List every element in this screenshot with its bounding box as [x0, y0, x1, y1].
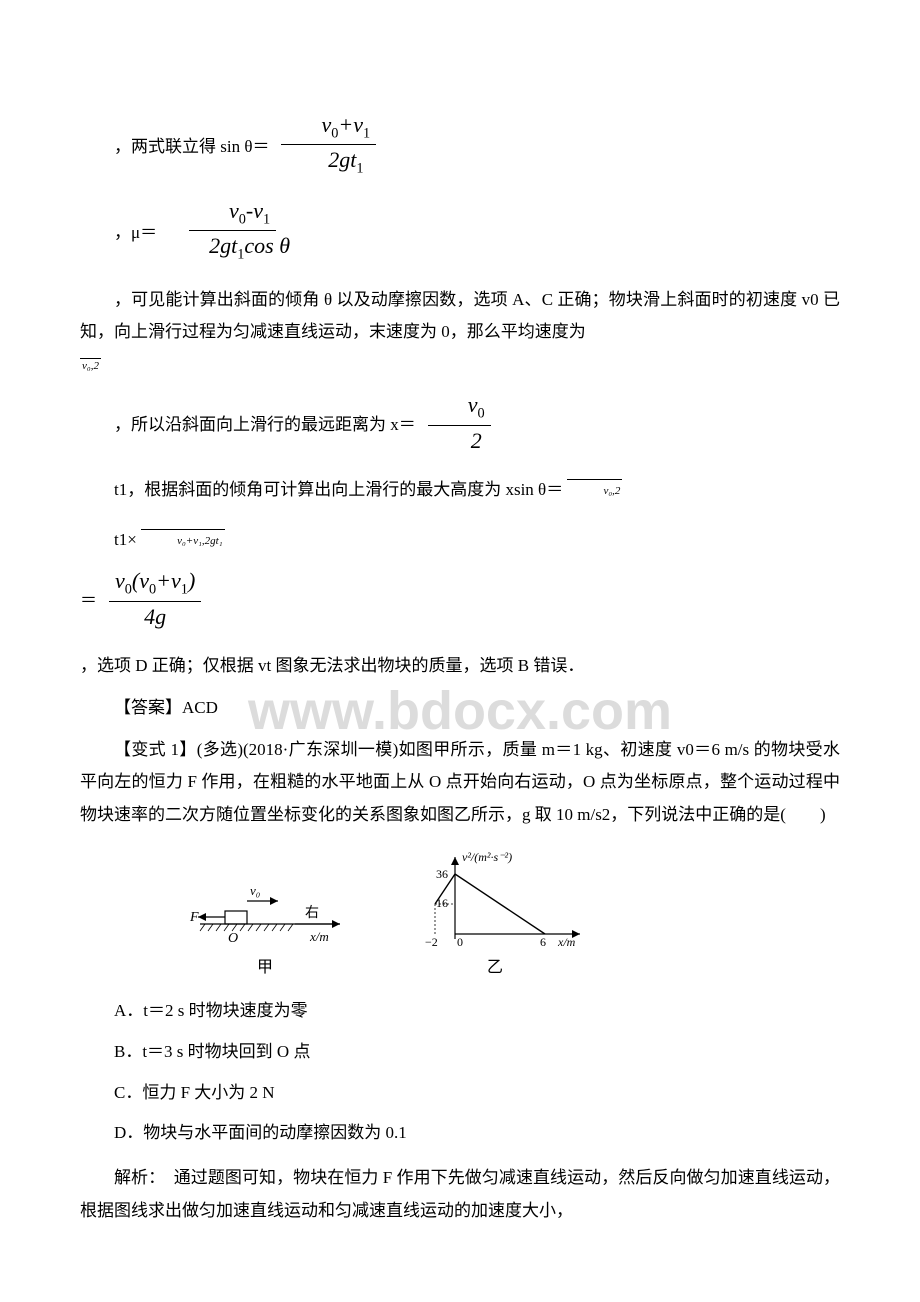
fig-F-label: F	[189, 910, 199, 925]
eq3-prefix: ，所以沿斜面向上滑行的最远距离为 x＝	[80, 410, 416, 435]
eq2-denominator: 2gt1cos θ	[169, 231, 296, 263]
fig-right-caption: 乙	[487, 953, 503, 977]
overline-3: v₀+v₁,2gt₁	[141, 529, 224, 553]
problem-label: 【变式 1】	[114, 740, 197, 759]
fig-xneg2: −2	[425, 935, 438, 949]
option-a: A．t＝2 s 时物块速度为零	[80, 991, 840, 1032]
fig-y36: 36	[436, 867, 448, 881]
problem-paragraph: 【变式 1】(多选)(2018·广东深圳一模)如图甲所示，质量 m＝1 kg、初…	[80, 734, 840, 831]
eq1-denominator: 2gt1	[288, 145, 369, 177]
fig-xm-label: x/m	[309, 929, 329, 944]
equation-3: ，所以沿斜面向上滑行的最远距离为 x＝ v0 2	[80, 392, 840, 453]
eq2-numerator: v0-v1	[189, 198, 276, 231]
eq2-fraction: v0-v1 2gt1cos θ	[169, 198, 296, 264]
para2-text: t1，根据斜面的倾角可计算出向上滑行的最大高度为 xsin θ＝	[114, 480, 563, 499]
figure-row: F v₀ O 右 x/m 甲 v²/(m²·s⁻²)	[180, 849, 840, 977]
equation-2: ，μ＝ v0-v1 2gt1cos θ	[80, 198, 840, 264]
option-c: C．恒力 F 大小为 2 N	[80, 1073, 840, 1114]
paragraph-1: ，可见能计算出斜面的倾角 θ 以及动摩擦因数，选项 A、C 正确；物块滑上斜面时…	[80, 284, 840, 349]
fig-v0-label: v₀	[250, 883, 260, 898]
eq3-fraction: v0 2	[428, 392, 491, 453]
figure-left: F v₀ O 右 x/m 甲	[180, 869, 350, 977]
paragraph-2: t1，根据斜面的倾角可计算出向上滑行的最大高度为 xsin θ＝ v₀,2	[80, 474, 840, 506]
eq1-fraction: v0+v1 2gt1	[281, 112, 376, 178]
fig-right-label: 右	[305, 905, 319, 921]
solution-paragraph: 解析： 通过题图可知，物块在恒力 F 作用下先做匀减速直线运动，然后反向做匀加速…	[80, 1162, 840, 1227]
figure-right: v²/(m²·s⁻²) 36 16 −2 0 6 x/m 乙	[400, 849, 590, 977]
overline-2: v₀,2	[567, 479, 622, 503]
answer-label: 【答案】	[114, 698, 182, 717]
figure-right-svg: v²/(m²·s⁻²) 36 16 −2 0 6 x/m	[400, 849, 590, 949]
overline-1: v₀,2	[80, 358, 101, 373]
equation-1: ，两式联立得 sin θ＝ v0+v1 2gt1	[80, 112, 840, 178]
option-d: D．物块与水平面间的动摩擦因数为 0.1	[80, 1113, 840, 1154]
fig-x6: 6	[540, 935, 546, 949]
para3-text: t1×	[114, 530, 137, 549]
answer-value: ACD	[182, 698, 218, 717]
fig-x-label: x/m	[557, 935, 576, 949]
fig-O-label: O	[228, 931, 238, 946]
eq3-numerator: v0	[428, 392, 491, 425]
eq4-fraction: v0(v0+v1) 4g	[109, 568, 201, 629]
paragraph-3: t1× v₀+v₁,2gt₁	[80, 524, 840, 556]
solution-text: 通过题图可知，物块在恒力 F 作用下先做匀减速直线运动，然后反向做匀加速直线运动…	[80, 1168, 840, 1219]
eq2-prefix: ，μ＝	[80, 218, 157, 243]
answer-row: 【答案】ACD	[80, 692, 840, 724]
document-content: ，两式联立得 sin θ＝ v0+v1 2gt1 ，μ＝ v0-v1 2gt1c…	[80, 112, 840, 1227]
eq4-denominator: 4g	[138, 602, 172, 630]
eq4-prefix: ＝	[80, 586, 97, 611]
eq1-numerator: v0+v1	[281, 112, 376, 145]
paragraph-4: ，选项 D 正确；仅根据 vt 图象无法求出物块的质量，选项 B 错误．	[80, 650, 840, 682]
overline-1-row: v₀,2	[80, 356, 840, 374]
eq1-prefix: ，两式联立得 sin θ＝	[80, 132, 269, 157]
eq3-denominator: 2	[431, 426, 488, 454]
solution-label: 解析：	[114, 1168, 157, 1187]
fig-y16: 16	[436, 896, 448, 910]
figure-left-svg: F v₀ O 右 x/m	[180, 869, 350, 949]
fig-y-label: v²/(m²·s⁻²)	[462, 850, 512, 864]
option-b: B．t＝3 s 时物块回到 O 点	[80, 1032, 840, 1073]
fig-x0: 0	[457, 935, 463, 949]
fig-left-caption: 甲	[257, 953, 273, 977]
equation-4: ＝ v0(v0+v1) 4g	[80, 568, 840, 629]
eq4-numerator: v0(v0+v1)	[109, 568, 201, 601]
